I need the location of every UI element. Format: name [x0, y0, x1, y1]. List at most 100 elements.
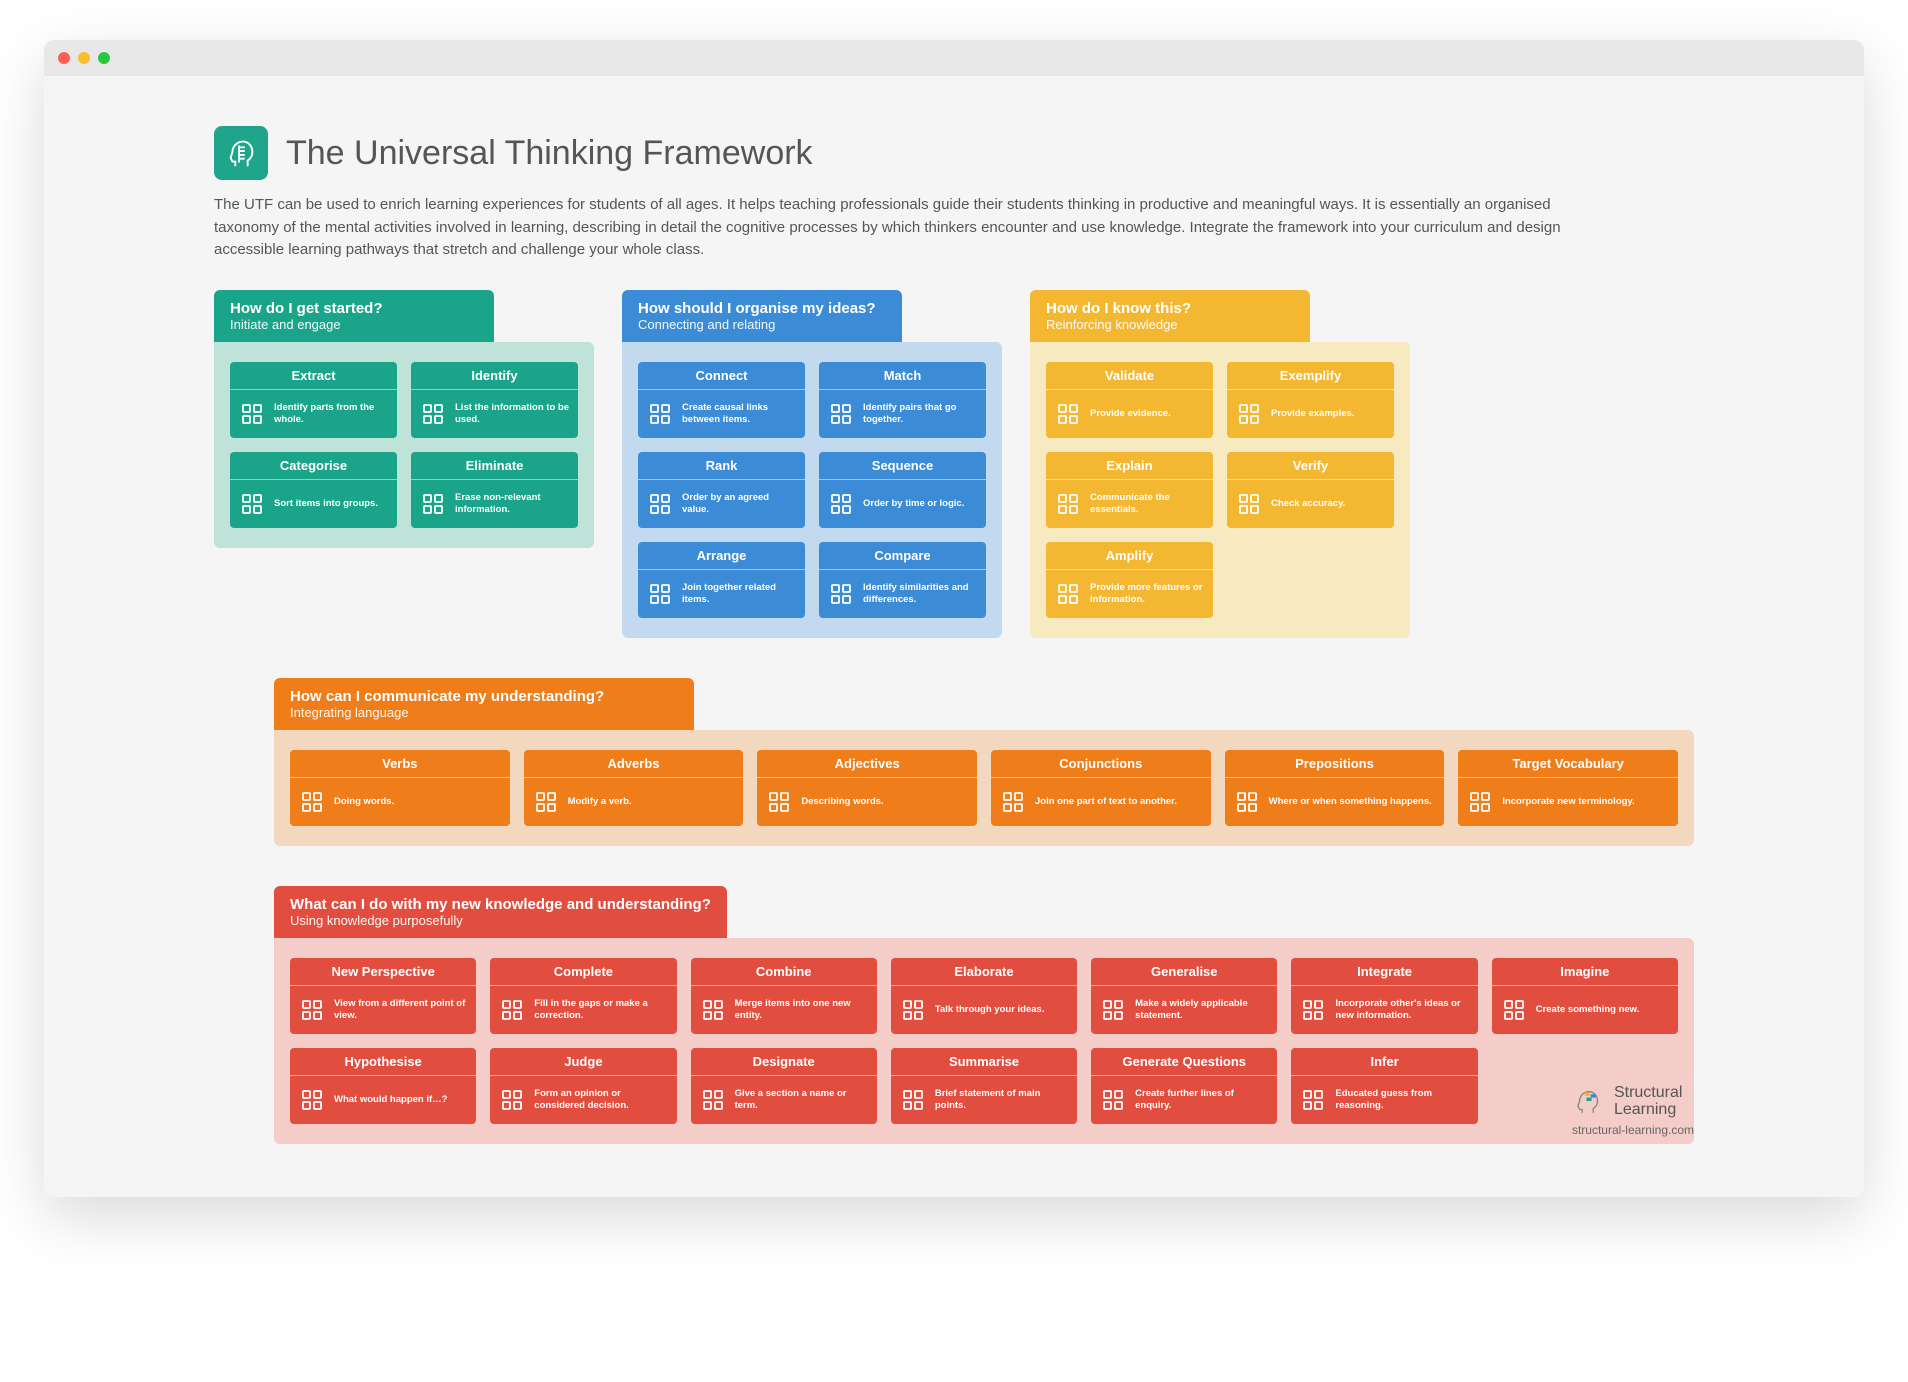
card-grid: ConnectCreate causal links between items… — [638, 362, 986, 618]
section-header-apply: What can I do with my new knowledge and … — [274, 886, 727, 938]
card-description: Create something new. — [1536, 1004, 1640, 1016]
brand-head-icon — [1572, 1084, 1606, 1118]
card-conjunctions: ConjunctionsJoin one part of text to ano… — [991, 750, 1211, 826]
card-arrange: Arrange Join together related items. — [638, 542, 805, 618]
card-icon — [1235, 490, 1263, 518]
card-icon — [646, 400, 674, 428]
card-icon — [827, 580, 855, 608]
card-new perspective: New PerspectiveView from a different poi… — [290, 958, 476, 1034]
brand-url: structural-learning.com — [1572, 1123, 1694, 1137]
card-title: Hypothesise — [290, 1048, 476, 1076]
intro-paragraph: The UTF can be used to enrich learning e… — [214, 194, 1614, 262]
card-title: Compare — [819, 542, 986, 570]
card-title: Complete — [490, 958, 676, 986]
card-description: View from a different point of view. — [334, 998, 468, 1022]
section-question: What can I do with my new knowledge and … — [290, 896, 711, 913]
communicate-row: How can I communicate my understanding?I… — [274, 678, 1694, 846]
card-title: Sequence — [819, 452, 986, 480]
footer-brand: StructuralLearning structural-learning.c… — [214, 1084, 1694, 1137]
card-amplify: AmplifyProvide more features or informat… — [1046, 542, 1213, 618]
card-grid: ExtractIdentify parts from the whole.Ide… — [230, 362, 578, 528]
section-body-organise: ConnectCreate causal links between items… — [622, 342, 1002, 638]
window-maximize-dot[interactable] — [98, 52, 110, 64]
card-description: Incorporate other's ideas or new informa… — [1335, 998, 1469, 1022]
card-generalise: GeneraliseMake a widely applicable state… — [1091, 958, 1277, 1034]
card-title: Elaborate — [891, 958, 1077, 986]
card-verbs: VerbsDoing words. — [290, 750, 510, 826]
card-connect: ConnectCreate causal links between items… — [638, 362, 805, 438]
section-subtitle: Initiate and engage — [230, 317, 478, 332]
card-icon — [1299, 996, 1327, 1024]
section-header-communicate: How can I communicate my understanding?I… — [274, 678, 694, 730]
card-grid: Validate Provide evidence. ExemplifyProvid… — [1046, 362, 1394, 618]
card-title: Arrange — [638, 542, 805, 570]
card-description: Identify parts from the whole. — [274, 402, 389, 426]
card-title: Judge — [490, 1048, 676, 1076]
card-title: Adjectives — [757, 750, 977, 778]
window-titlebar — [44, 40, 1864, 76]
section-organise: How should I organise my ideas?Connectin… — [622, 290, 1002, 638]
card-description: Merge items into one new entity. — [735, 998, 869, 1022]
framework-logo-icon — [214, 126, 268, 180]
card-title: Target Vocabulary — [1458, 750, 1678, 778]
card-combine: CombineMerge items into one new entity. — [691, 958, 877, 1034]
card-icon — [238, 490, 266, 518]
card-title: Generate Questions — [1091, 1048, 1277, 1076]
section-header-reinforce: How do I know this?Reinforcing knowledge — [1030, 290, 1310, 342]
card-adverbs: AdverbsModify a verb. — [524, 750, 744, 826]
card-description: Communicate the essentials. — [1090, 492, 1205, 516]
card-description: Order by time or logic. — [863, 498, 964, 510]
card-description: Describing words. — [801, 796, 883, 808]
card-match: Match Identify pairs that go together. — [819, 362, 986, 438]
card-title: Match — [819, 362, 986, 390]
page-title: The Universal Thinking Framework — [286, 134, 813, 173]
card-icon — [646, 490, 674, 518]
card-description: Provide more features or information. — [1090, 582, 1205, 606]
card-icon — [419, 400, 447, 428]
card-sequence: Sequence Order by time or logic. — [819, 452, 986, 528]
card-description: Join together related items. — [682, 582, 797, 606]
card-exemplify: ExemplifyProvide examples. — [1227, 362, 1394, 438]
card-title: Adverbs — [524, 750, 744, 778]
card-icon — [1054, 580, 1082, 608]
card-title: Connect — [638, 362, 805, 390]
card-description: Doing words. — [334, 796, 394, 808]
card-description: Talk through your ideas. — [935, 1004, 1045, 1016]
card-rank: RankOrder by an agreed value. — [638, 452, 805, 528]
card-description: Provide evidence. — [1090, 408, 1171, 420]
window-close-dot[interactable] — [58, 52, 70, 64]
card-icon — [532, 788, 560, 816]
window-minimize-dot[interactable] — [78, 52, 90, 64]
card-title: Generalise — [1091, 958, 1277, 986]
card-icon — [1235, 400, 1263, 428]
card-description: Check accuracy. — [1271, 498, 1345, 510]
card-title: Infer — [1291, 1048, 1477, 1076]
section-question: How do I get started? — [230, 300, 478, 317]
card-description: Erase non-relevant information. — [455, 492, 570, 516]
card-icon — [298, 996, 326, 1024]
card-validate: Validate Provide evidence. — [1046, 362, 1213, 438]
card-icon — [1099, 996, 1127, 1024]
card-title: Categorise — [230, 452, 397, 480]
card-title: Validate — [1046, 362, 1213, 390]
card-description: Sort items into groups. — [274, 498, 378, 510]
card-description: Identify similarities and differences. — [863, 582, 978, 606]
card-description: Fill in the gaps or make a correction. — [534, 998, 668, 1022]
section-body-initiate: ExtractIdentify parts from the whole.Ide… — [214, 342, 594, 548]
card-title: Imagine — [1492, 958, 1678, 986]
card-description: Order by an agreed value. — [682, 492, 797, 516]
card-explain: Explain Communicate the essentials. — [1046, 452, 1213, 528]
card-title: Eliminate — [411, 452, 578, 480]
card-title: Conjunctions — [991, 750, 1211, 778]
card-icon — [1233, 788, 1261, 816]
card-description: Identify pairs that go together. — [863, 402, 978, 426]
section-question: How do I know this? — [1046, 300, 1294, 317]
card-title: Verify — [1227, 452, 1394, 480]
card-elaborate: Elaborate Talk through your ideas. — [891, 958, 1077, 1034]
card-title: Designate — [691, 1048, 877, 1076]
card-title: Integrate — [1291, 958, 1477, 986]
card-icon — [1500, 996, 1528, 1024]
card-title: Explain — [1046, 452, 1213, 480]
section-body-communicate: VerbsDoing words.AdverbsModify a verb.Ad… — [274, 730, 1694, 846]
card-icon — [699, 996, 727, 1024]
